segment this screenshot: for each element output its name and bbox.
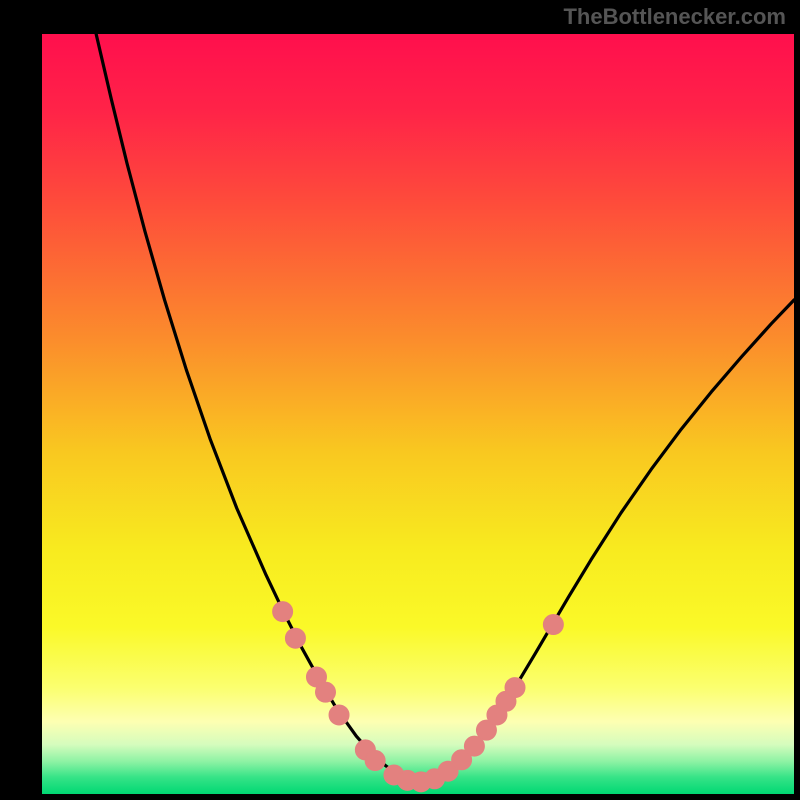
marker-point <box>365 751 385 771</box>
marker-point <box>273 602 293 622</box>
scatter-markers <box>273 602 564 792</box>
chart-svg <box>42 34 794 794</box>
plot-area <box>42 34 794 794</box>
marker-point <box>285 628 305 648</box>
v-curve <box>96 34 794 781</box>
watermark-text: TheBottlenecker.com <box>563 4 786 30</box>
marker-point <box>505 678 525 698</box>
marker-point <box>329 705 349 725</box>
marker-point <box>543 615 563 635</box>
marker-point <box>316 682 336 702</box>
figure-container: { "canvas": { "width": 800, "height": 80… <box>0 0 800 800</box>
